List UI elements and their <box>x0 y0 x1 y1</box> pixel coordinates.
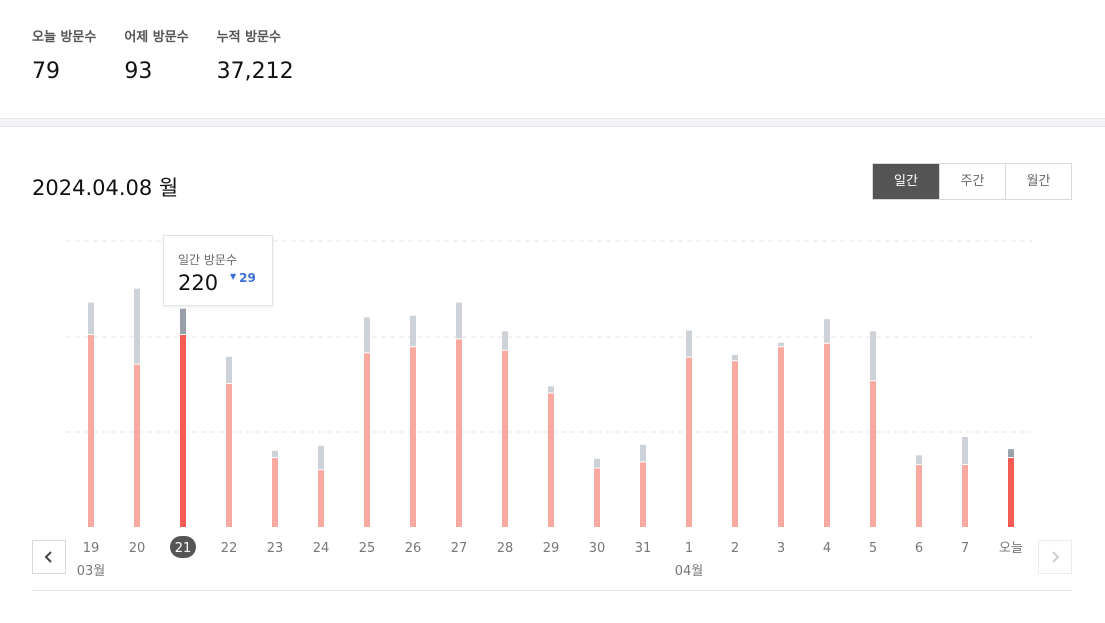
tooltip-value: 220 <box>178 271 219 295</box>
x-tick-label: 30 <box>589 541 606 556</box>
bar-top-1 <box>686 330 692 357</box>
bar-27 <box>456 339 462 527</box>
bar-20 <box>134 364 140 527</box>
bar-top-오늘 <box>1008 449 1014 458</box>
bar-top-2 <box>732 354 738 361</box>
bar-top-20 <box>134 288 140 364</box>
bar-1 <box>686 357 692 527</box>
bar-top-30 <box>594 458 600 468</box>
stat-total: 누적 방문수 37,212 <box>217 26 294 84</box>
x-tick-label: 31 <box>635 541 652 556</box>
date-title: 2024.04.08 월 <box>32 176 179 200</box>
prev-page-button[interactable] <box>32 540 66 574</box>
x-tick-label: 3 <box>777 541 785 556</box>
bar-7 <box>962 465 968 527</box>
next-page-button[interactable] <box>1038 540 1072 574</box>
tab-monthly[interactable]: 월간 <box>1005 164 1071 199</box>
bar-5 <box>870 381 876 527</box>
selected-day-badge <box>170 536 196 558</box>
chart-tooltip: 일간 방문수 220 ▼ 29 <box>163 235 273 306</box>
x-tick-label: 22 <box>221 541 238 556</box>
section-divider <box>0 118 1105 127</box>
x-tick-label: 20 <box>129 541 146 556</box>
x-tick-label: 21 <box>175 541 192 556</box>
chevron-left-icon <box>44 551 52 563</box>
bar-top-22 <box>226 356 232 383</box>
x-tick-label: 19 <box>83 541 100 556</box>
month-label: 04월 <box>675 564 704 579</box>
stat-label: 누적 방문수 <box>216 30 281 45</box>
x-tick-label: 6 <box>915 541 923 556</box>
bar-top-7 <box>962 436 968 465</box>
x-tick-label: 28 <box>497 541 514 556</box>
tooltip-label: 일간 방문수 <box>178 253 238 267</box>
bar-top-6 <box>916 455 922 465</box>
month-label: 03월 <box>77 564 106 579</box>
x-tick-label: 23 <box>267 541 284 556</box>
bar-19 <box>88 335 94 527</box>
bar-6 <box>916 465 922 527</box>
x-tick-label: 29 <box>543 541 560 556</box>
x-tick-label: 1 <box>685 541 693 556</box>
x-tick-label: 5 <box>869 541 877 556</box>
bar-23 <box>272 458 278 527</box>
tooltip-delta: ▼ 29 <box>230 271 256 285</box>
stat-value: 93 <box>124 59 153 84</box>
bar-top-21 <box>180 308 186 334</box>
bar-top-19 <box>88 302 94 334</box>
x-tick-label: 4 <box>823 541 831 556</box>
bar-top-24 <box>318 445 324 470</box>
x-tick-label: 27 <box>451 541 468 556</box>
stat-value: 37,212 <box>216 59 294 84</box>
bar-오늘 <box>1008 458 1014 527</box>
bar-31 <box>640 462 646 527</box>
bar-4 <box>824 343 830 527</box>
bar-top-28 <box>502 331 508 350</box>
x-tick-label: 오늘 <box>999 541 1023 556</box>
bar-28 <box>502 350 508 527</box>
caret-down-icon: ▼ <box>230 272 237 281</box>
x-tick-label: 2 <box>731 541 739 556</box>
bar-top-31 <box>640 444 646 462</box>
bar-2 <box>732 361 738 527</box>
x-tick-label: 24 <box>313 541 330 556</box>
stat-label: 오늘 방문수 <box>32 30 97 45</box>
bar-top-23 <box>272 450 278 458</box>
stat-yesterday: 어제 방문수 93 <box>124 26 188 84</box>
chevron-right-icon <box>1052 551 1060 563</box>
bar-24 <box>318 470 324 527</box>
bar-top-25 <box>364 317 370 353</box>
stat-today: 오늘 방문수 79 <box>32 26 96 84</box>
stat-value: 79 <box>32 59 60 84</box>
bar-29 <box>548 393 554 527</box>
tab-weekly[interactable]: 주간 <box>939 164 1005 199</box>
bar-21 <box>180 335 186 527</box>
period-tabs: 일간 주간 월간 <box>872 163 1072 200</box>
bar-top-5 <box>870 331 876 381</box>
bar-22 <box>226 383 232 527</box>
bar-top-27 <box>456 302 462 339</box>
tooltip-delta-value: 29 <box>239 271 256 285</box>
stat-label: 어제 방문수 <box>124 30 189 45</box>
x-tick-label: 7 <box>961 541 969 556</box>
bar-25 <box>364 353 370 527</box>
chart-bottom-line <box>32 590 1072 591</box>
bar-3 <box>778 347 784 527</box>
visit-stats: 오늘 방문수 79 어제 방문수 93 누적 방문수 37,212 <box>32 26 322 84</box>
x-tick-label: 26 <box>405 541 422 556</box>
bar-top-29 <box>548 386 554 393</box>
bar-26 <box>410 347 416 527</box>
tab-daily[interactable]: 일간 <box>873 164 939 199</box>
x-tick-label: 25 <box>359 541 376 556</box>
bar-top-3 <box>778 342 784 347</box>
bar-top-4 <box>824 319 830 343</box>
bar-top-26 <box>410 315 416 347</box>
bar-30 <box>594 468 600 527</box>
